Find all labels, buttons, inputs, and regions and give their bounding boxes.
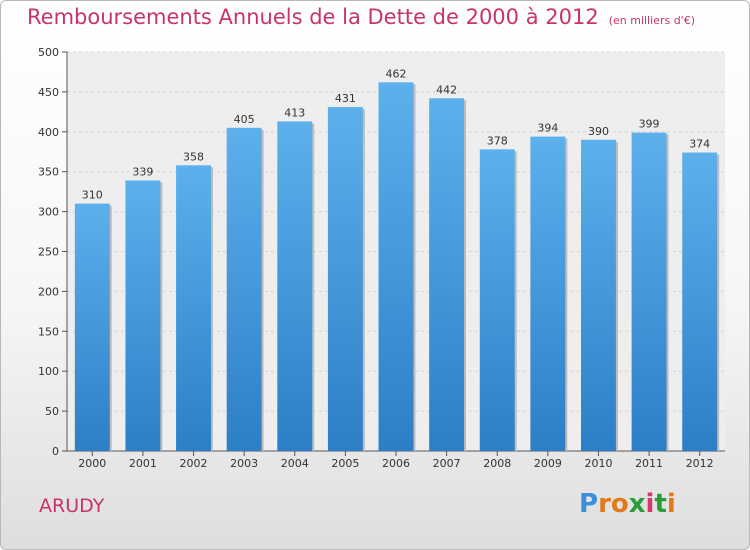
bar	[74, 203, 110, 451]
chart-title-text: Remboursements Annuels de la Dette de 20…	[27, 5, 599, 29]
place-name: ARUDY	[39, 495, 105, 517]
logo-letter: r	[598, 489, 611, 519]
bar	[580, 139, 616, 451]
data-label: 399	[639, 118, 660, 131]
bar	[530, 136, 566, 451]
y-tick-label: 300	[38, 206, 59, 219]
data-label: 413	[284, 106, 305, 119]
data-label: 358	[183, 150, 204, 163]
y-tick-label: 0	[52, 445, 59, 458]
y-tick-label: 250	[38, 246, 59, 259]
x-tick-label: 2010	[584, 457, 612, 470]
x-tick-label: 2011	[635, 457, 663, 470]
data-label: 310	[82, 189, 103, 202]
logo-letter: x	[628, 489, 646, 519]
logo-letter: t	[654, 489, 667, 519]
y-tick-label: 200	[38, 285, 59, 298]
bar	[226, 127, 262, 451]
bar	[378, 82, 414, 451]
bar	[277, 121, 313, 452]
data-label: 374	[689, 138, 710, 151]
y-tick-label: 500	[38, 46, 59, 59]
chart-title: Remboursements Annuels de la Dette de 20…	[27, 5, 695, 29]
proxiti-logo: Proxiti	[579, 489, 676, 519]
x-tick-label: 2003	[230, 457, 258, 470]
y-tick-label: 150	[38, 325, 59, 338]
bar	[125, 180, 161, 451]
data-label: 405	[234, 113, 255, 126]
x-tick-label: 2009	[534, 457, 562, 470]
y-tick-label: 100	[38, 365, 59, 378]
bar	[479, 149, 515, 451]
logo-letter: o	[610, 489, 629, 519]
y-tick-label: 350	[38, 166, 59, 179]
logo-letter: i	[645, 489, 655, 519]
data-label: 394	[537, 122, 558, 135]
chart-subtitle: (en milliers d'€)	[608, 14, 695, 27]
y-tick-label: 450	[38, 86, 59, 99]
x-tick-label: 2007	[433, 457, 461, 470]
x-tick-label: 2012	[686, 457, 714, 470]
x-tick-label: 2001	[129, 457, 157, 470]
y-tick-label: 50	[45, 405, 59, 418]
data-label: 431	[335, 92, 356, 105]
data-label: 378	[487, 134, 508, 147]
data-label: 462	[386, 67, 407, 80]
logo-letter: i	[666, 489, 676, 519]
x-tick-label: 2002	[180, 457, 208, 470]
logo-letter: P	[579, 489, 599, 519]
data-label: 390	[588, 125, 609, 138]
x-tick-label: 2005	[331, 457, 359, 470]
bar	[176, 165, 212, 452]
data-label: 442	[436, 83, 457, 96]
x-tick-label: 2000	[78, 457, 106, 470]
bar	[429, 98, 465, 451]
y-tick-label: 400	[38, 126, 59, 139]
bar	[327, 107, 363, 451]
bar	[682, 152, 718, 451]
x-tick-label: 2008	[483, 457, 511, 470]
bar	[631, 132, 667, 451]
data-label: 339	[132, 165, 153, 178]
x-tick-label: 2006	[382, 457, 410, 470]
x-tick-label: 2004	[281, 457, 309, 470]
